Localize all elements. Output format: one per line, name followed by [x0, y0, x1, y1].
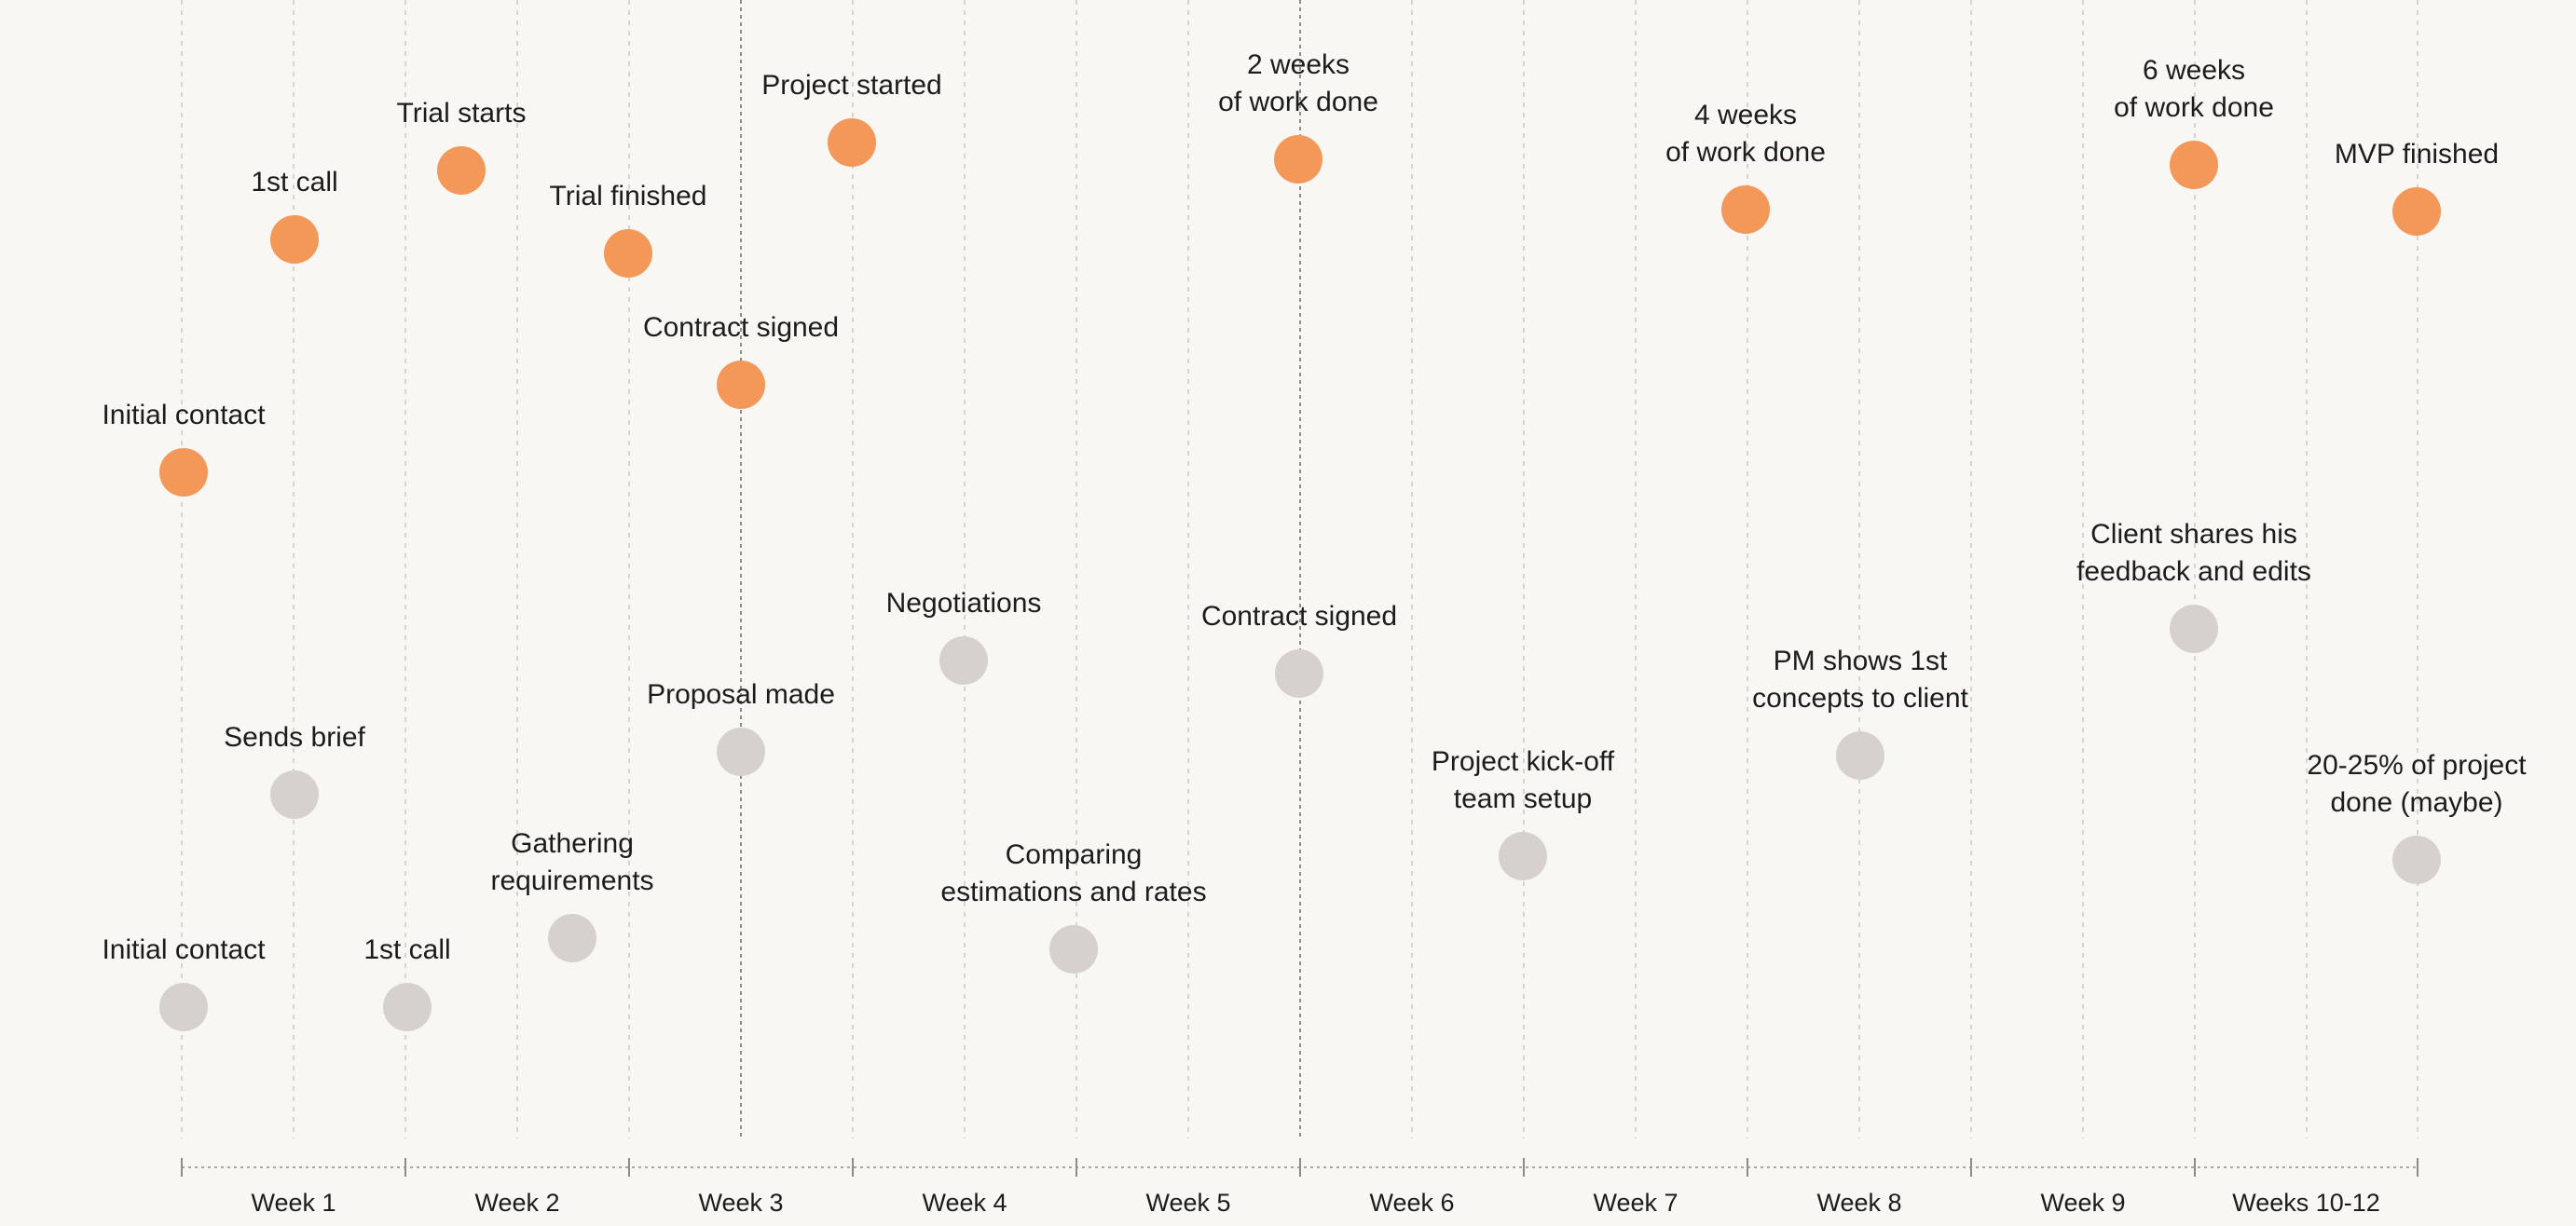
grid-lines: [181, 0, 2418, 1138]
week-label: Week 5: [1145, 1189, 1230, 1217]
gray-event-label: Contract signed: [1201, 601, 1397, 632]
orange-event-label: Trial starts: [397, 98, 527, 129]
gray-event-dot: [2392, 836, 2441, 884]
orange-event-label: 1st call: [251, 167, 337, 198]
orange-event: Initial contact: [102, 400, 266, 497]
gray-event: Contract signed: [1201, 601, 1397, 698]
gray-event: Sends brief: [224, 722, 366, 819]
orange-event: Project started: [761, 70, 942, 167]
orange-event: 2 weeks of work done: [1218, 49, 1378, 184]
gray-event: PM shows 1st concepts to client: [1752, 646, 1969, 780]
gray-event-dot: [383, 983, 432, 1031]
gray-event: Project kick-off team setup: [1432, 746, 1615, 880]
orange-timeline: Initial contact 1st call Trial starts Trial…: [102, 49, 2499, 497]
orange-event: Trial starts: [397, 98, 527, 195]
gray-event-label: Project kick-off: [1432, 746, 1615, 777]
orange-event-dot: [828, 118, 876, 167]
gray-event-label: concepts to client: [1752, 683, 1968, 714]
week-label: Week 6: [1369, 1189, 1454, 1217]
orange-event-label: 2 weeks: [1247, 49, 1350, 80]
gray-event-dot: [270, 770, 319, 819]
gray-event-label: 1st call: [363, 934, 450, 965]
orange-event-dot: [717, 361, 765, 409]
gray-event: Negotiations: [886, 588, 1042, 685]
gray-event-dot: [1049, 925, 1098, 974]
orange-event-label: Trial finished: [550, 181, 707, 211]
gray-event-dot: [159, 983, 208, 1031]
week-label: Week 8: [1816, 1189, 1901, 1217]
gray-event-label: feedback and edits: [2076, 556, 2311, 587]
orange-event-dot: [604, 229, 652, 278]
week-label: Week 3: [698, 1189, 783, 1217]
orange-event: 6 weeks of work done: [2114, 55, 2274, 189]
week-axis: Week 1 Week 2 Week 3 Week 4 Week 5 Week 6 Week…: [181, 1158, 2418, 1217]
week-label: Week 1: [251, 1189, 336, 1217]
orange-event-dot: [437, 146, 486, 195]
orange-event-label: 4 weeks: [1694, 100, 1797, 130]
gray-event-label: Initial contact: [102, 934, 266, 965]
gray-event: 1st call: [363, 934, 451, 1031]
gray-event-label: estimations and rates: [940, 877, 1206, 907]
gray-event-label: requirements: [490, 865, 653, 896]
orange-event-label: 6 weeks: [2143, 55, 2245, 86]
week-label: Week 2: [474, 1189, 559, 1217]
gray-event: Initial contact: [102, 934, 266, 1031]
gray-event-label: Gathering: [511, 828, 634, 859]
orange-event-label: MVP finished: [2335, 139, 2499, 170]
orange-event-dot: [270, 215, 319, 264]
orange-event-label: of work done: [1665, 137, 1826, 168]
orange-event-label: of work done: [1218, 87, 1378, 117]
gray-event: Gathering requirements: [490, 828, 654, 962]
orange-event-dot: [1274, 135, 1322, 184]
orange-event-label: Project started: [761, 70, 941, 101]
gray-event: Comparing estimations and rates: [940, 839, 1207, 974]
gray-event-label: done (maybe): [2330, 787, 2502, 818]
orange-event: Trial finished: [550, 181, 707, 278]
orange-event-dot: [1721, 185, 1770, 234]
gray-event-label: Proposal made: [647, 679, 835, 710]
gray-event-label: Client shares his: [2090, 519, 2297, 550]
gray-event-dot: [1275, 649, 1323, 698]
gray-event: Client shares his feedback and edits: [2076, 519, 2311, 653]
orange-event: 4 weeks of work done: [1665, 100, 1826, 234]
orange-event-label: Initial contact: [102, 400, 266, 430]
gray-event-dot: [939, 636, 988, 685]
gray-event-label: team setup: [1454, 783, 1592, 814]
gray-event-dot: [1499, 832, 1547, 880]
gray-event: 20-25% of project done (maybe): [2307, 750, 2527, 884]
orange-event-dot: [2392, 187, 2441, 236]
week-label: Week 7: [1593, 1189, 1678, 1217]
gray-event-dot: [548, 914, 596, 962]
gray-event-label: 20-25% of project: [2307, 750, 2527, 781]
orange-event-label: of work done: [2114, 92, 2274, 123]
orange-event: 1st call: [251, 167, 338, 264]
week-label: Week 9: [2040, 1189, 2125, 1217]
gray-event-label: PM shows 1st: [1774, 646, 1948, 676]
gray-event-dot: [2170, 605, 2218, 653]
week-label: Weeks 10-12: [2232, 1189, 2380, 1217]
orange-event-label: Contract signed: [643, 312, 839, 343]
gray-event-label: Negotiations: [886, 588, 1042, 619]
gray-event-dot: [1836, 731, 1884, 780]
week-label: Week 4: [922, 1189, 1007, 1217]
orange-event: Contract signed: [643, 312, 839, 409]
gray-timeline: Initial contact Sends brief 1st call Gather…: [102, 519, 2527, 1031]
gray-event-dot: [717, 728, 765, 776]
orange-event-dot: [2170, 141, 2218, 189]
gray-event-label: Sends brief: [224, 722, 365, 753]
orange-event-dot: [159, 448, 208, 497]
gray-event-label: Comparing: [1006, 839, 1143, 870]
orange-event: MVP finished: [2335, 139, 2499, 236]
gray-event: Proposal made: [647, 679, 835, 776]
